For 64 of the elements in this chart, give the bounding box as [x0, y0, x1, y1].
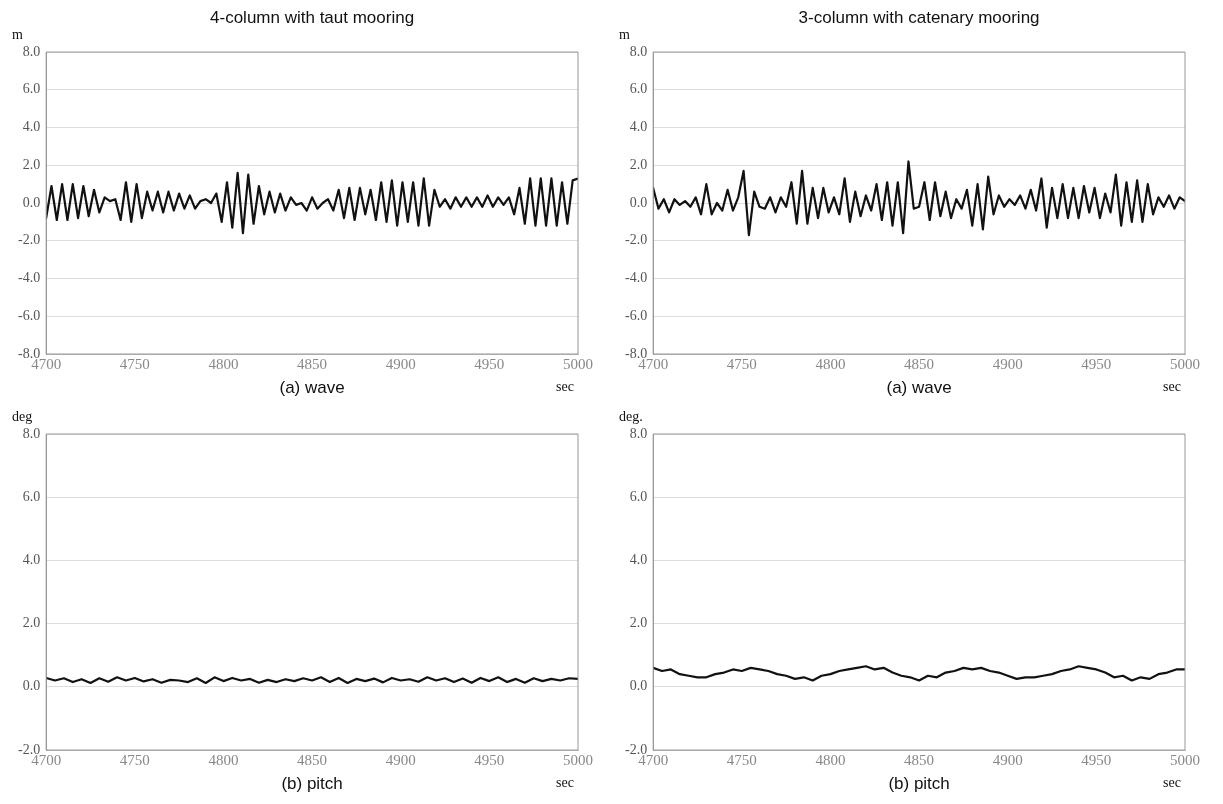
- y-tick-label: 0.0: [629, 678, 648, 694]
- y-tick-label: 2.0: [629, 615, 648, 631]
- y-tick-label: 8.0: [22, 425, 41, 441]
- x-tick-label: 4950: [474, 355, 505, 372]
- chart-title: 4-column with taut mooring: [210, 8, 415, 28]
- y-tick-label: 2.0: [22, 615, 41, 631]
- x-tick-label: 4850: [904, 751, 935, 768]
- x-tick-label: 4800: [208, 751, 239, 768]
- y-tick-label: 2.0: [629, 156, 648, 172]
- y-tick-label: 8.0: [629, 425, 648, 441]
- x-tick-label: 4750: [726, 751, 757, 768]
- y-tick-label: -4.0: [17, 270, 41, 286]
- x-axis-title: sec: [556, 378, 574, 394]
- x-tick-label: 4900: [992, 355, 1023, 372]
- y-axis-title: m: [619, 26, 630, 42]
- y-tick-label: 4.0: [629, 119, 648, 135]
- x-tick-label: 5000: [1170, 751, 1200, 768]
- y-tick-label: 2.0: [22, 156, 41, 172]
- x-tick-label: 4900: [385, 751, 416, 768]
- x-tick-label: 4850: [904, 355, 935, 372]
- x-axis-title: sec: [1163, 774, 1181, 790]
- x-tick-label: 4750: [119, 355, 150, 372]
- y-tick-label: 0.0: [629, 194, 648, 210]
- x-tick-label: 4800: [815, 355, 846, 372]
- x-axis-title: sec: [1163, 378, 1181, 394]
- y-tick-label: -2.0: [624, 232, 648, 248]
- y-tick-label: 0.0: [22, 678, 41, 694]
- x-tick-label: 4800: [208, 355, 239, 372]
- text: (b) pitch: [281, 774, 343, 794]
- text: (a) wave: [279, 378, 345, 398]
- x-axis-title: sec: [556, 774, 574, 790]
- x-tick-label: 4800: [815, 751, 846, 768]
- y-tick-label: 6.0: [629, 81, 648, 97]
- x-tick-label: 4750: [726, 355, 757, 372]
- x-tick-label: 5000: [563, 355, 593, 372]
- y-axis-title: deg: [12, 408, 33, 424]
- text: (a) wave: [886, 378, 952, 398]
- x-tick-label: 4750: [119, 751, 150, 768]
- x-tick-label: 4900: [385, 355, 416, 372]
- y-tick-label: -6.0: [624, 307, 648, 323]
- x-tick-label: 5000: [563, 751, 593, 768]
- x-tick-label: 5000: [1170, 355, 1200, 372]
- y-tick-label: 8.0: [629, 43, 648, 59]
- chart-title: 3-column with catenary mooring: [798, 8, 1040, 28]
- y-tick-label: -4.0: [624, 270, 648, 286]
- y-tick-label: 4.0: [629, 552, 648, 568]
- x-tick-label: 4950: [1081, 355, 1112, 372]
- y-tick-label: 0.0: [22, 194, 41, 210]
- y-tick-label: -2.0: [17, 232, 41, 248]
- y-axis-title: m: [12, 26, 23, 42]
- x-tick-label: 4850: [297, 751, 328, 768]
- y-tick-label: 4.0: [22, 552, 41, 568]
- y-tick-label: 4.0: [22, 119, 41, 135]
- y-tick-label: 6.0: [22, 81, 41, 97]
- x-tick-label: 4950: [474, 751, 505, 768]
- x-tick-label: 4950: [1081, 751, 1112, 768]
- y-tick-label: -6.0: [17, 307, 41, 323]
- x-tick-label: 4850: [297, 355, 328, 372]
- y-tick-label: 8.0: [22, 43, 41, 59]
- x-tick-label: 4900: [992, 751, 1023, 768]
- y-tick-label: 6.0: [629, 488, 648, 504]
- y-axis-title: deg.: [619, 408, 643, 424]
- y-tick-label: 6.0: [22, 488, 41, 504]
- text: (b) pitch: [888, 774, 950, 794]
